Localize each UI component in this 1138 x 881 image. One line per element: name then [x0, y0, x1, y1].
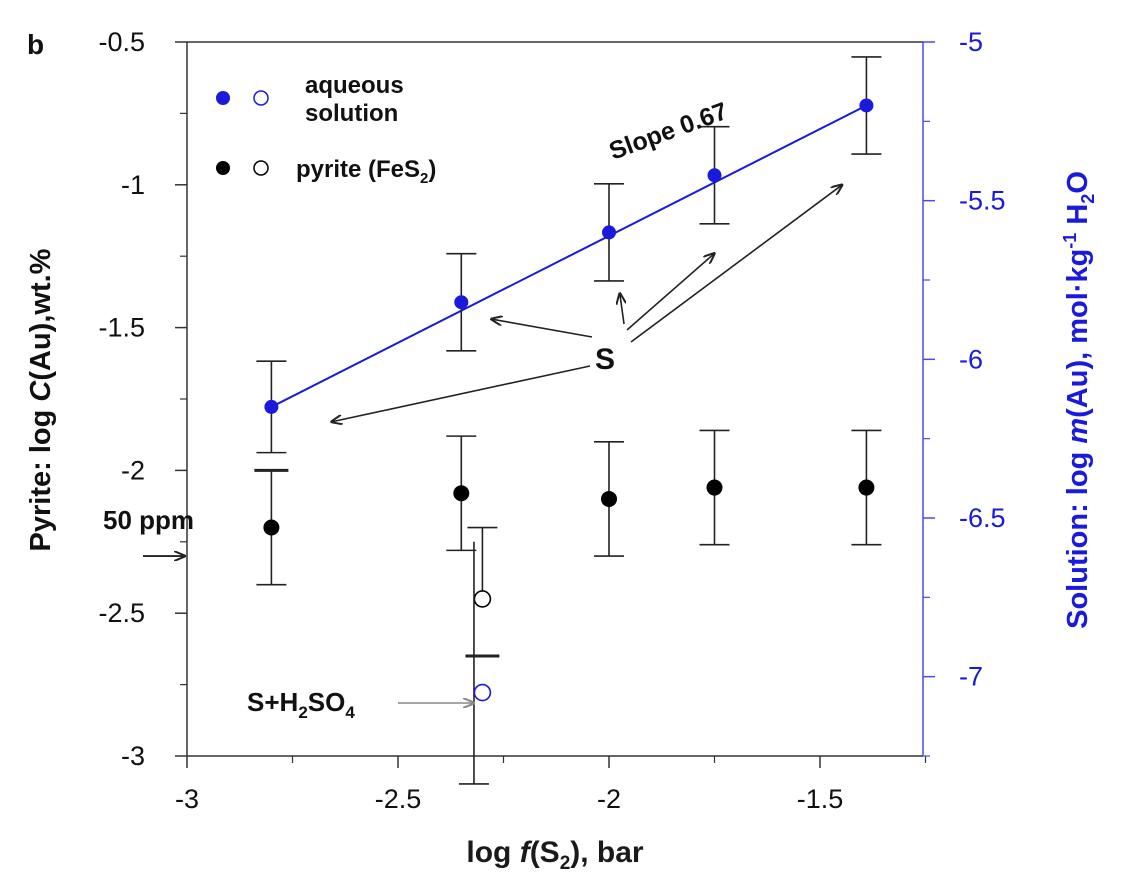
pyrite-open-data-point	[473, 590, 492, 608]
y-left-tick-label: -0.5	[98, 27, 145, 57]
y-right-tick-label: -5.5	[959, 186, 1006, 216]
y-right-axis-ticks: -7 -6.5 -6 -5.5 -5	[923, 27, 1006, 757]
legend-pyrite-label: pyrite (FeS2)	[296, 156, 436, 187]
y-left-tick-label: -1	[121, 170, 145, 200]
pyrite-data-point	[263, 519, 280, 536]
panel-label: b	[27, 29, 44, 60]
plot-frame	[186, 41, 924, 757]
y-left-tick-label: -1.5	[98, 313, 145, 343]
x-tick-label: -2	[597, 784, 621, 814]
y-right-tick-label: -6	[959, 344, 983, 374]
y-right-tick-label: -5	[959, 27, 983, 57]
y-right-tick-label: -6.5	[959, 503, 1006, 533]
x-axis-ticks: -3 -2.5 -2 -1.5	[175, 756, 927, 814]
y-left-tick-label: -3	[121, 741, 145, 771]
y-left-tick-label: -2	[121, 455, 145, 485]
x-axis-label: log f(S2), bar	[466, 836, 644, 874]
solution-data-point	[264, 399, 279, 414]
fit-line	[270, 104, 867, 408]
s-annotation-arrow	[620, 293, 624, 325]
chart-annotations: Slope 0.67 S 50 ppm S+H2SO4	[103, 97, 842, 722]
pyrite-data-point	[601, 490, 617, 507]
s-annotation-arrow	[491, 319, 593, 338]
x-tick-label: -2.5	[375, 784, 422, 814]
solution-data-point	[602, 225, 616, 240]
pyrite-data-point	[858, 479, 875, 496]
s-annotation-arrow	[630, 185, 842, 343]
legend-solution-open-marker	[253, 90, 269, 106]
y-left-tick-label: -2.5	[98, 598, 145, 628]
s-annotation-arrow	[331, 365, 591, 422]
legend-solution-filled-marker	[216, 91, 230, 105]
pyrite-data-point	[706, 479, 723, 496]
solution-data-point	[454, 295, 469, 310]
solution-open-data-point	[473, 683, 492, 702]
y-left-axis-label: Pyrite: log C(Au),wt.%	[25, 248, 57, 551]
s-label: S	[595, 343, 615, 376]
x-tick-label: -1.5	[797, 784, 844, 814]
chart-marks	[254, 56, 882, 785]
legend-pyrite-open-marker	[253, 160, 269, 176]
pyrite-data-point	[453, 485, 470, 502]
solution-data-point	[859, 98, 874, 113]
solution-data-point	[707, 168, 722, 183]
legend-pyrite-filled-marker	[216, 161, 230, 175]
y-left-axis-ticks: -3 -2.5 -2 -1.5 -1 -0.5	[98, 27, 187, 771]
sh2so4-label: S+H2SO4	[247, 687, 355, 722]
ppm-label: 50 ppm	[103, 505, 194, 535]
y-right-axis-label: Solution: log m(Au), mol·kg-1 H2O	[1060, 171, 1098, 629]
x-tick-label: -3	[175, 784, 199, 814]
s-annotation-arrow	[626, 253, 715, 331]
legend: aqueous solution pyrite (FeS2)	[216, 72, 436, 187]
legend-solution-label: aqueous solution	[305, 72, 404, 127]
y-right-tick-label: -7	[959, 662, 983, 692]
slope-label: Slope 0.67	[605, 97, 731, 166]
